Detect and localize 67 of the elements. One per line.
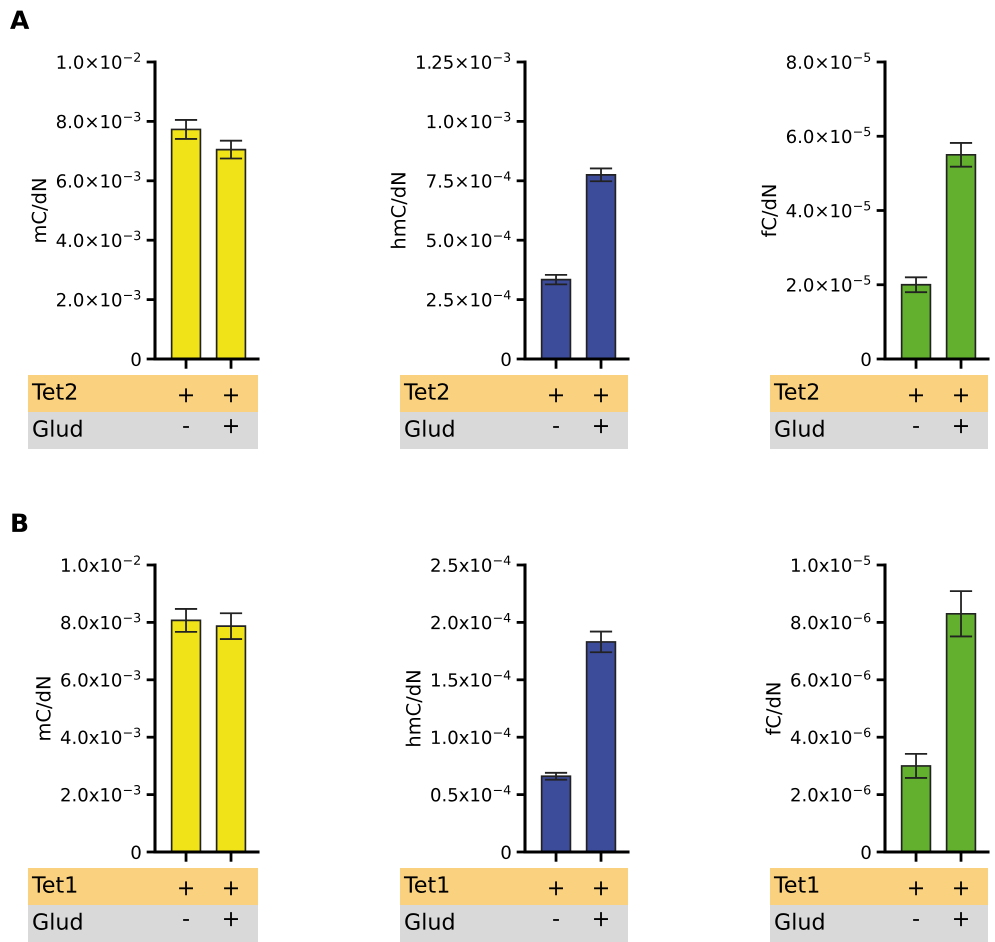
x-tick-label: + - [549,881,563,921]
x-tick-label: + + [224,388,238,434]
x-tick-label: + - [549,388,563,428]
y-tick-label: 1.0x10$^{−4}$ [432,728,510,744]
x-tick-label: + - [179,388,193,428]
y-tick-label: 0 [862,845,871,860]
text: Glud [405,420,454,437]
text: Tet2 [32,383,76,400]
y-tick-label: 2.0x10$^{−3}$ [61,785,140,802]
y-tick-label: 0 [132,845,141,860]
text: Tet1 [774,876,818,893]
x-tick-label: + + [594,388,608,434]
text: Glud [33,912,82,930]
y-tick-label: 1.0×10$^{−2}$ [58,52,140,69]
y-tick-label: 4.0×10$^{−5}$ [786,201,870,218]
y-tick-label: 1.5x10$^{−4}$ [432,670,510,687]
chart-title: B [12,514,28,532]
y-tick-label: 6.0x10$^{−6}$ [791,670,870,687]
y-tick-label: 2.0x10$^{−4}$ [431,613,510,630]
y-tick-label: 1.0×10$^{−3}$ [428,112,510,128]
text: Tet2 [404,383,448,400]
y-tick-label: 7.5×10$^{−4}$ [427,171,511,188]
y-tick-label: 8.0×10$^{−3}$ [56,112,140,128]
chart-title: A [10,10,30,29]
y-tick-label: 0 [132,352,141,366]
y-tick-label: 6.0×10$^{−3}$ [56,171,140,188]
y-tick-label: 2.5×10$^{−4}$ [427,290,511,307]
y-tick-label: 8.0×10$^{−5}$ [786,52,870,69]
y-axis-title: mC/dN [31,179,48,242]
x-tick-label: + + [954,388,968,434]
text: Tet2 [774,383,818,400]
text: Glud [33,420,82,437]
x-tick-label: + + [594,881,608,926]
y-tick-label: 5.0×10$^{−4}$ [427,230,511,248]
y-tick-label: 0 [862,352,871,366]
y-axis-title: hmC/dN [390,173,408,248]
y-tick-label: 8.0x10$^{−6}$ [791,612,870,630]
y-tick-label: 1.0x10$^{−5}$ [792,556,870,572]
x-tick-label: + - [909,881,923,921]
y-tick-label: 2.5x10$^{−4}$ [431,556,510,572]
y-tick-label: 2.0x10$^{−6}$ [791,785,870,802]
text: Tet1 [404,876,448,893]
y-tick-label: 1.25×10$^{−3}$ [417,52,510,69]
text: Glud [775,912,824,930]
y-axis-title: mC/dN [36,677,52,740]
y-tick-label: 0 [502,845,511,860]
y-tick-label: 4.0x10$^{−3}$ [60,728,140,744]
x-tick-label: + + [954,881,968,926]
y-tick-label: 1.0x10$^{−2}$ [62,555,140,572]
x-tick-label: + - [909,388,923,428]
y-tick-label: 4.0x10$^{−6}$ [790,728,870,744]
y-tick-label: 6.0×10$^{−5}$ [786,126,870,144]
y-axis-title: fC/dN [761,185,778,237]
text: Glud [775,420,824,437]
x-tick-label: + + [224,881,238,926]
y-tick-label: 2.0×10$^{−3}$ [57,290,140,307]
y-tick-label: 2.0×10$^{−5}$ [787,275,870,292]
text: Glud [405,912,454,930]
y-tick-label: 0 [502,352,511,366]
y-tick-label: 0.5x10$^{−4}$ [431,785,510,802]
y-axis-title: hmC/dN [406,671,422,746]
y-tick-label: 6.0x10$^{−3}$ [61,670,140,687]
x-tick-label: + - [179,881,193,921]
y-axis-title: fC/dN [766,683,782,735]
y-tick-label: 8.0x10$^{−3}$ [61,612,140,630]
text: Tet1 [32,876,76,893]
y-tick-label: 4.0×10$^{−3}$ [56,230,140,248]
